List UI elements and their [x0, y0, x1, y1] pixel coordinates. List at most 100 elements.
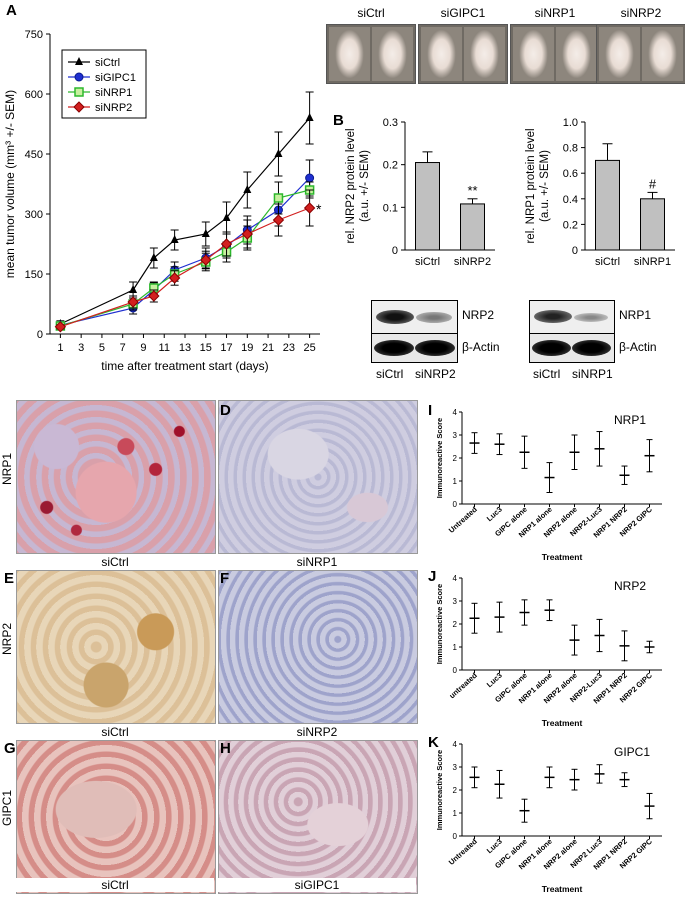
y-tick-label: 4	[453, 408, 458, 417]
data-point	[54, 321, 67, 333]
panel-letter-b: B	[333, 112, 344, 129]
histology-h-gipc1-sigipc1	[218, 740, 418, 894]
y-axis-label: Immunoreactive Score	[435, 418, 444, 498]
bar-siCtrl	[415, 162, 440, 251]
blot-label-nrp1: NRP1	[619, 308, 652, 322]
y-tick-label: 0	[453, 666, 458, 675]
blot-lane-sinrp2: siNRP2	[415, 367, 456, 381]
row-label-nrp1: NRP1	[0, 452, 14, 485]
x-tick-label: siNRP1	[634, 256, 671, 268]
y-tick-label: 0	[453, 500, 458, 509]
blot-nrp2	[371, 300, 458, 334]
data-point	[73, 101, 85, 113]
blot-lane-sictrl-right: siCtrl	[533, 367, 561, 381]
y-tick-label: 750	[25, 29, 43, 41]
data-point	[129, 285, 138, 293]
data-point	[220, 238, 233, 250]
data-point	[274, 149, 283, 157]
y-tick-label: 0.2	[563, 219, 578, 231]
y-tick-label: 3	[453, 431, 458, 440]
mouse-photo-sigipc1	[418, 24, 508, 84]
panel-letter-d: D	[220, 402, 231, 419]
y-tick-label: 1.0	[563, 117, 578, 129]
panel-letter-j: J	[428, 568, 437, 585]
x-tick-label: 11	[159, 342, 170, 354]
panel-letter-i: I	[428, 402, 433, 419]
x-tick-label: 1	[57, 342, 63, 354]
panel-letter-a: A	[6, 2, 17, 19]
mouse-label-sictrl: siCtrl	[357, 6, 385, 20]
data-point	[149, 253, 158, 261]
legend-label: siNRP1	[95, 87, 132, 99]
y-tick-label: 4	[453, 574, 458, 583]
blot-label-nrp2: NRP2	[462, 308, 495, 322]
x-tick-label: 9	[140, 342, 146, 354]
mouse-label-sinrp2: siNRP2	[620, 6, 662, 20]
y-axis-label: Immunoreactive Score	[435, 584, 444, 664]
data-point	[272, 214, 285, 226]
mouse-label-sinrp1: siNRP1	[534, 6, 576, 20]
x-axis-label: time after treatment start (days)	[101, 359, 268, 373]
x-tick-label: 17	[220, 342, 232, 354]
caption-f: siNRP2	[296, 725, 338, 739]
caption-d: siNRP1	[296, 555, 338, 569]
histology-f-nrp2-sinrp2	[218, 570, 418, 724]
x-tick-label: 23	[283, 342, 295, 354]
y-tick-label: 2	[453, 786, 458, 795]
y-tick-label: 2	[453, 454, 458, 463]
y-tick-label: 3	[453, 763, 458, 772]
x-tick-label: 13	[179, 342, 191, 354]
y-tick-label: 600	[25, 89, 43, 101]
data-point	[241, 228, 254, 240]
y-tick-label: 1	[453, 643, 458, 652]
histology-c-nrp1-sictrl	[16, 400, 216, 554]
significance-marker: **	[467, 183, 477, 198]
chart-title: NRP2	[614, 579, 646, 593]
legend-label: siGIPC1	[95, 72, 136, 84]
blot-label-actin-left: β-Actin	[462, 340, 500, 354]
mouse-photo-sinrp2	[596, 24, 685, 84]
y-axis-label-unit: (a.u. +/- SEM)	[359, 150, 371, 222]
bar-siCtrl	[595, 159, 620, 251]
panel-letter-f: F	[220, 570, 230, 587]
y-axis-label: mean tumor volume (mm³ +/- SEM)	[3, 90, 17, 278]
x-axis-label: Treatment	[542, 552, 583, 562]
histology-g-gipc1-sictrl	[16, 740, 216, 894]
data-point	[273, 193, 284, 203]
panel-letter-k: K	[428, 734, 439, 751]
panel-letter-h: H	[220, 740, 231, 757]
legend-label: siNRP2	[95, 102, 132, 114]
chart-title: GIPC1	[614, 745, 650, 759]
data-point	[74, 87, 84, 97]
y-tick-label: 0.4	[563, 194, 578, 206]
y-axis-label: Immunoreactive Score	[435, 750, 444, 830]
series-line-siNRP2	[60, 207, 310, 328]
significance-star: *	[316, 201, 322, 217]
x-tick-label: Untreated	[447, 837, 479, 867]
mouse-label-sigipc1: siGIPC1	[440, 6, 486, 20]
blot-nrp1	[529, 300, 615, 334]
series-line-siNRP1	[60, 189, 310, 327]
data-point	[127, 296, 139, 308]
y-tick-label: 0.3	[383, 117, 398, 129]
x-tick-label: Luc3	[485, 671, 504, 689]
chart-b-nrp2-protein: 0 0.1 0.2 0.3 siCtrl siNRP2 ** rel. NRP2 protei…	[345, 117, 495, 268]
data-point	[305, 113, 314, 121]
x-tick-label: 25	[303, 342, 315, 354]
y-tick-label: 1	[453, 809, 458, 818]
histology-e-nrp2-sictrl	[16, 570, 216, 724]
significance-marker: #	[649, 176, 657, 191]
caption-g: siCtrl	[16, 878, 214, 892]
x-tick-label: 19	[241, 342, 253, 354]
data-point	[305, 173, 315, 183]
y-tick-label: 4	[453, 740, 458, 749]
x-tick-label: 5	[99, 342, 105, 354]
data-point	[243, 185, 252, 193]
chart-k-gipc1-score: 0 1 2 3 4 Immunoreactive Score GIPC1 Untreated L…	[435, 740, 662, 894]
bar-siNRP2	[460, 203, 485, 251]
chart-b-nrp1-protein: 0 0.2 0.4 0.6 0.8 1.0 siCtrl siNRP1 # rel. NRP1 p…	[525, 117, 675, 268]
x-axis-label: Treatment	[542, 718, 583, 728]
data-point	[75, 57, 83, 65]
